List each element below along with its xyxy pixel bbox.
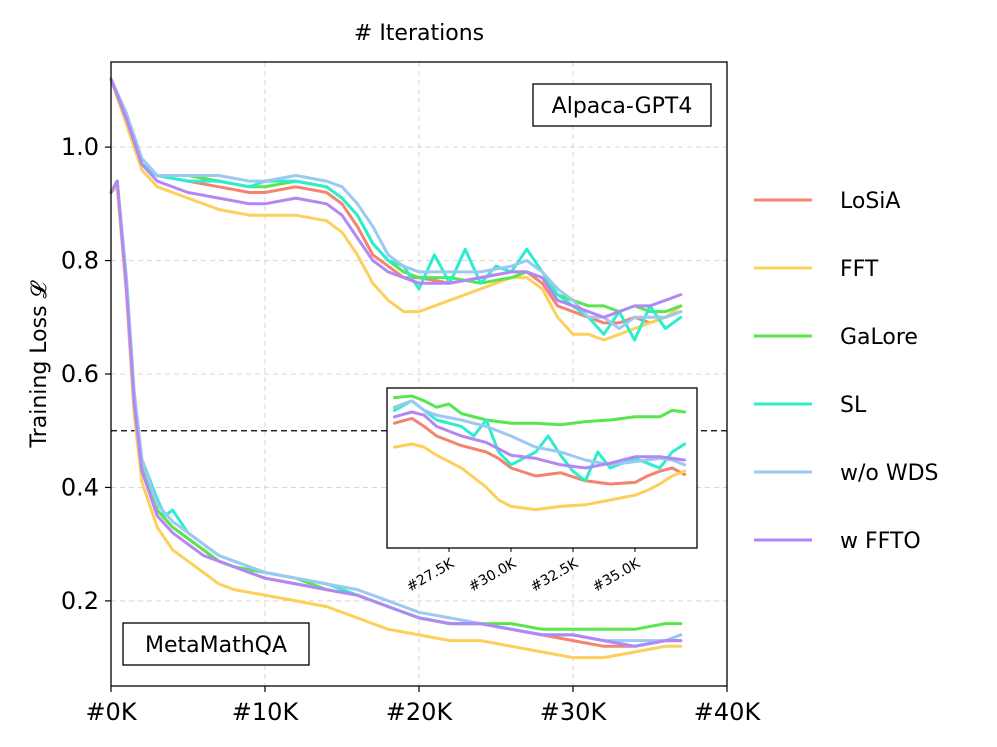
inset-line-sl [392, 399, 687, 483]
inset-line-w-o-wds [392, 399, 687, 467]
inset-line-losia [392, 416, 687, 486]
chart-title: # Iterations [354, 21, 484, 46]
series-lines [109, 77, 683, 660]
y-tick-label: 0.2 [61, 587, 99, 615]
inset-background [387, 388, 697, 548]
y-tick-label: 0.6 [61, 360, 99, 388]
y-tick-label: 0.8 [61, 247, 99, 275]
alpaca-label: Alpaca-GPT4 [552, 94, 693, 119]
alpaca-annotation-box [532, 83, 712, 127]
metamath-label: MetaMathQA [145, 633, 287, 658]
alpaca-line-fft [109, 77, 683, 342]
inset-line-galore [392, 394, 687, 427]
legend-label-losia: LoSiA [840, 189, 900, 214]
alpaca-line-sl [109, 77, 683, 342]
legend-label-fft: FFT [840, 257, 879, 282]
inset-line-w-ffto [392, 410, 687, 470]
legend-label-w-ffto: w FFTO [840, 529, 921, 554]
x-tick-label: #40K [694, 698, 762, 726]
inset-x-tick-label: #30.0K [466, 555, 520, 595]
y-tick-label: 0.4 [61, 473, 99, 501]
metamath-line-fft [109, 185, 683, 660]
x-tick-label: #0K [85, 698, 137, 726]
axis-ticks: #0K #10K #20K #30K #40K 0.2 0.4 0.6 0.8 1.0 [61, 133, 762, 726]
alpaca-line-w-o-wds [109, 77, 683, 331]
inset-ticks: #27.5K #30.0K #32.5K #35.0K [404, 548, 644, 596]
x-tick-label: #30K [540, 698, 608, 726]
legend-label-galore: GaLore [840, 325, 918, 350]
inset-x-tick-label: #27.5K [404, 555, 458, 595]
legend-label-sl: SL [840, 393, 867, 418]
alpaca-annotation: Alpaca-GPT4 [532, 83, 712, 127]
metamath-annotation-box [122, 622, 310, 666]
legend-label-w-o-wds: w/o WDS [840, 461, 939, 486]
gridlines [111, 62, 727, 686]
metamath-annotation: MetaMathQA [122, 622, 310, 666]
metamath-line-w-ffto [109, 179, 683, 648]
y-axis-title: Training Loss 𝓛 [27, 279, 52, 448]
inset-frame [386, 387, 698, 549]
inset-series-lines [392, 394, 687, 512]
inset-x-tick-label: #35.0K [590, 555, 644, 595]
x-tick-label: #20K [386, 698, 454, 726]
y-tick-label: 1.0 [61, 133, 99, 161]
x-tick-label: #10K [232, 698, 300, 726]
metamath-line-galore [109, 179, 683, 631]
inset-x-tick-label: #32.5K [528, 555, 582, 595]
inset-line-fft [392, 442, 687, 512]
legend: LoSiA FFT GaLore SL w/o WDS w FFTO [754, 189, 939, 554]
inset-chart: #27.5K #30.0K #32.5K #35.0K [386, 387, 698, 596]
alpaca-line-w-ffto [109, 77, 683, 319]
